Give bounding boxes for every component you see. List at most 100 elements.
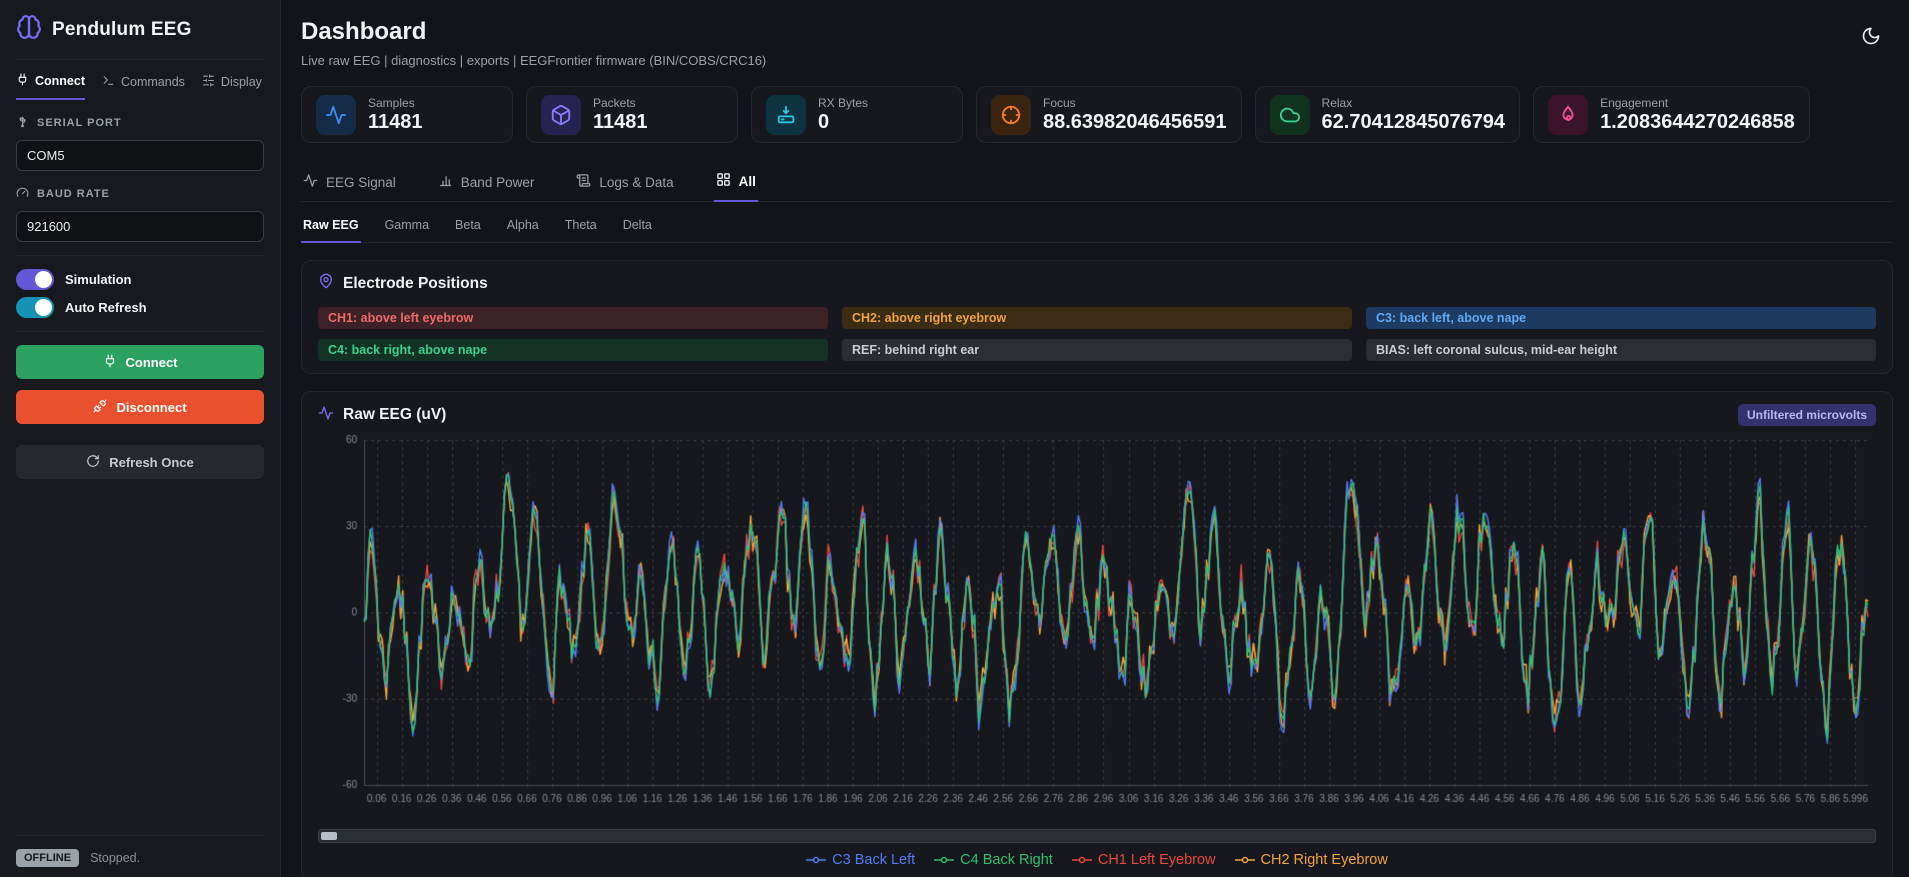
status-text: Stopped. xyxy=(90,851,140,865)
baud-rate-label: BAUD RATE xyxy=(16,186,264,202)
subtab-alpha[interactable]: Alpha xyxy=(505,215,541,243)
sliders-icon xyxy=(202,74,215,90)
sidebar-tab-display[interactable]: Display xyxy=(202,73,262,100)
waveform-icon xyxy=(303,173,318,191)
disconnect-button[interactable]: Disconnect xyxy=(16,390,264,424)
stat-card-relax: Relax62.70412845076794 xyxy=(1255,86,1521,143)
stat-value: 0 xyxy=(818,111,868,134)
auto-refresh-toggle[interactable] xyxy=(16,297,54,318)
chart-scrollbar[interactable] xyxy=(318,829,1876,843)
stat-label: Engagement xyxy=(1600,96,1795,110)
legend-label: CH1 Left Eyebrow xyxy=(1098,852,1216,868)
app-title: Pendulum EEG xyxy=(52,19,192,41)
page-title: Dashboard xyxy=(301,18,1893,46)
sidebar-tab-commands[interactable]: Commands xyxy=(102,73,185,100)
waveform-icon xyxy=(318,405,334,426)
electrode-chip-c4: C4: back right, above nape xyxy=(318,339,828,361)
tab-eeg-signal[interactable]: EEG Signal xyxy=(301,167,398,202)
sidebar: Pendulum EEG Connect Commands Display SE… xyxy=(0,0,281,877)
stat-label: RX Bytes xyxy=(818,96,868,110)
auto-refresh-toggle-row[interactable]: Auto Refresh xyxy=(16,297,264,318)
stat-label: Relax xyxy=(1322,96,1506,110)
electrode-panel-title: Electrode Positions xyxy=(343,275,488,293)
toggle-label: Auto Refresh xyxy=(65,300,147,315)
legend-item[interactable]: CH2 Right Eyebrow xyxy=(1235,852,1388,868)
connection-status: OFFLINE Stopped. xyxy=(16,835,264,867)
raw-eeg-chart[interactable] xyxy=(318,432,1876,825)
bar-chart-icon xyxy=(438,173,453,191)
stat-label: Packets xyxy=(593,96,648,110)
sidebar-tab-connect[interactable]: Connect xyxy=(16,73,85,100)
legend-marker-icon xyxy=(934,855,954,865)
raw-eeg-panel: Raw EEG (uV) Unfiltered microvolts C3 Ba… xyxy=(301,391,1893,877)
legend-marker-icon xyxy=(1072,855,1092,865)
crosshair-icon xyxy=(991,95,1031,135)
legend-marker-icon xyxy=(1235,855,1255,865)
serial-port-input[interactable] xyxy=(16,140,264,171)
legend-item[interactable]: C4 Back Right xyxy=(934,852,1053,868)
main-content: Dashboard Live raw EEG | diagnostics | e… xyxy=(281,0,1909,877)
subtab-beta[interactable]: Beta xyxy=(453,215,483,243)
package-icon xyxy=(541,95,581,135)
simulation-toggle-row[interactable]: Simulation xyxy=(16,269,264,290)
status-badge: OFFLINE xyxy=(16,849,79,867)
legend-label: CH2 Right Eyebrow xyxy=(1261,852,1388,868)
legend-label: C4 Back Right xyxy=(960,852,1053,868)
flame-icon xyxy=(1548,95,1588,135)
sidebar-tab-label: Display xyxy=(221,75,262,89)
electrode-panel-header: Electrode Positions xyxy=(318,273,1876,294)
download-icon xyxy=(766,95,806,135)
scroll-icon xyxy=(576,173,591,191)
chart-scrollbar-thumb[interactable] xyxy=(321,832,337,840)
serial-port-label: SERIAL PORT xyxy=(16,115,264,131)
stat-value: 62.70412845076794 xyxy=(1322,111,1506,134)
stat-label: Samples xyxy=(368,96,423,110)
moon-icon xyxy=(1861,34,1881,49)
stat-label: Focus xyxy=(1043,96,1227,110)
raw-eeg-panel-title: Raw EEG (uV) xyxy=(343,406,446,424)
tab-all[interactable]: All xyxy=(714,167,758,202)
stat-card-packets: Packets11481 xyxy=(526,86,738,143)
electrode-chip-bias: BIAS: left coronal sulcus, mid-ear heigh… xyxy=(1366,339,1876,361)
stat-value: 1.2083644270246858 xyxy=(1600,111,1795,134)
refresh-once-button[interactable]: Refresh Once xyxy=(16,445,264,479)
subtab-raw-eeg[interactable]: Raw EEG xyxy=(301,215,361,243)
stat-value: 88.63982046456591 xyxy=(1043,111,1227,134)
sidebar-tab-label: Connect xyxy=(35,74,85,88)
main-tabs: EEG Signal Band Power Logs & Data All xyxy=(301,167,1893,202)
electrode-positions-panel: Electrode Positions CH1: above left eyeb… xyxy=(301,260,1893,374)
electrode-chip-grid: CH1: above left eyebrow CH2: above right… xyxy=(318,307,1876,361)
legend-marker-icon xyxy=(806,855,826,865)
theme-toggle-button[interactable] xyxy=(1861,26,1881,49)
electrode-chip-ch1: CH1: above left eyebrow xyxy=(318,307,828,329)
subtab-theta[interactable]: Theta xyxy=(563,215,599,243)
stat-value: 11481 xyxy=(368,111,423,134)
stat-card-samples: Samples11481 xyxy=(301,86,513,143)
tab-logs-data[interactable]: Logs & Data xyxy=(574,167,675,202)
sidebar-tabs: Connect Commands Display xyxy=(16,73,264,100)
plug-icon xyxy=(16,73,29,89)
map-pin-icon xyxy=(318,273,334,294)
unfiltered-badge: Unfiltered microvolts xyxy=(1738,404,1876,426)
chart-legend: C3 Back Left C4 Back Right CH1 Left Eyebro… xyxy=(318,852,1876,868)
connect-button[interactable]: Connect xyxy=(16,345,264,379)
tab-band-power[interactable]: Band Power xyxy=(436,167,537,202)
unplug-icon xyxy=(93,399,107,416)
subtab-gamma[interactable]: Gamma xyxy=(383,215,431,243)
simulation-toggle[interactable] xyxy=(16,269,54,290)
baud-rate-input[interactable] xyxy=(16,211,264,242)
legend-label: C3 Back Left xyxy=(832,852,915,868)
subtab-delta[interactable]: Delta xyxy=(621,215,654,243)
legend-item[interactable]: CH1 Left Eyebrow xyxy=(1072,852,1216,868)
stat-cards-row: Samples11481 Packets11481 RX Bytes0 Focu… xyxy=(301,86,1893,143)
app-brand: Pendulum EEG xyxy=(16,14,264,46)
sidebar-tab-label: Commands xyxy=(121,75,185,89)
page-subtitle: Live raw EEG | diagnostics | exports | E… xyxy=(301,53,1893,68)
activity-icon xyxy=(316,95,356,135)
gauge-icon xyxy=(16,186,29,202)
terminal-icon xyxy=(102,74,115,90)
grid-icon xyxy=(716,172,731,190)
usb-icon xyxy=(16,115,29,131)
electrode-chip-ref: REF: behind right ear xyxy=(842,339,1352,361)
legend-item[interactable]: C3 Back Left xyxy=(806,852,915,868)
